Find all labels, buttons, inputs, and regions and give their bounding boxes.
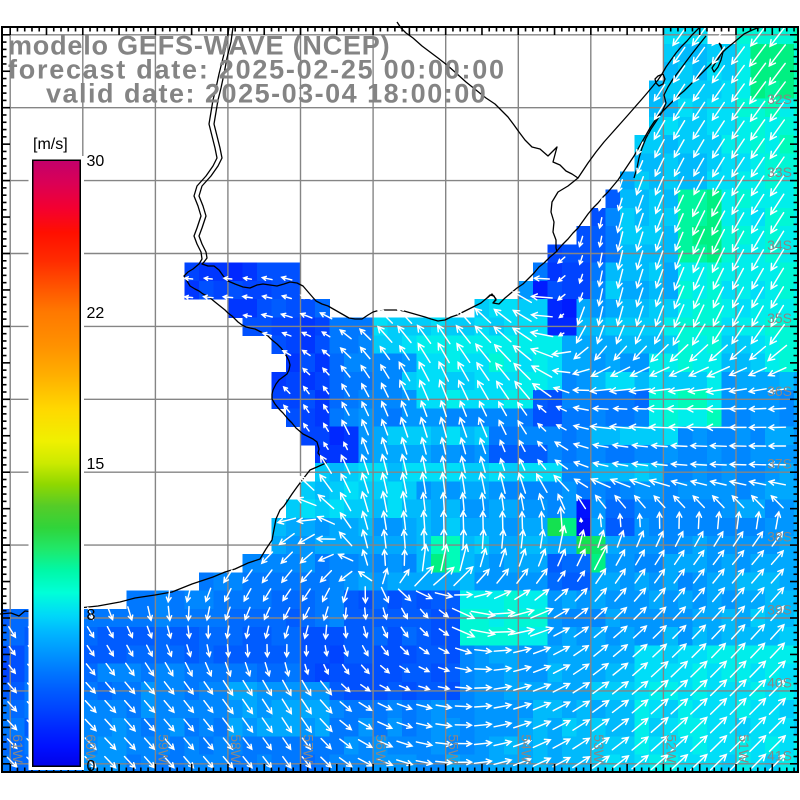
svg-text:modelo GEFS-WAVE (NCEP): modelo GEFS-WAVE (NCEP) bbox=[8, 30, 390, 60]
svg-text:0: 0 bbox=[87, 758, 96, 775]
svg-text:32S: 32S bbox=[767, 91, 792, 107]
svg-text:8: 8 bbox=[87, 607, 96, 624]
svg-text:22: 22 bbox=[87, 305, 105, 322]
svg-text:38S: 38S bbox=[767, 529, 792, 545]
svg-text:51W: 51W bbox=[736, 734, 752, 764]
svg-text:37S: 37S bbox=[767, 456, 792, 472]
svg-text:52W: 52W bbox=[663, 734, 679, 764]
svg-text:[m/s]: [m/s] bbox=[33, 136, 68, 153]
svg-text:53W: 53W bbox=[591, 734, 607, 764]
svg-text:15: 15 bbox=[87, 456, 105, 473]
svg-text:59W: 59W bbox=[155, 734, 171, 764]
svg-text:57W: 57W bbox=[301, 734, 317, 764]
svg-text:valid date: 2025-03-04 18:00:0: valid date: 2025-03-04 18:00:00 bbox=[46, 78, 487, 108]
svg-text:60W: 60W bbox=[83, 734, 99, 764]
svg-text:61W: 61W bbox=[10, 734, 26, 764]
svg-text:54W: 54W bbox=[518, 734, 534, 764]
svg-text:41S: 41S bbox=[767, 747, 792, 763]
svg-text:39S: 39S bbox=[767, 602, 792, 618]
svg-text:30: 30 bbox=[87, 153, 105, 170]
svg-text:34S: 34S bbox=[767, 237, 792, 253]
svg-text:36S: 36S bbox=[767, 383, 792, 399]
svg-text:forecast date: 2025-02-25 00:0: forecast date: 2025-02-25 00:00:00 bbox=[8, 54, 506, 84]
svg-text:55W: 55W bbox=[446, 734, 462, 764]
svg-text:33S: 33S bbox=[767, 164, 792, 180]
svg-text:35S: 35S bbox=[767, 310, 792, 326]
svg-text:58W: 58W bbox=[228, 734, 244, 764]
svg-text:40S: 40S bbox=[767, 674, 792, 690]
svg-text:56W: 56W bbox=[373, 734, 389, 764]
